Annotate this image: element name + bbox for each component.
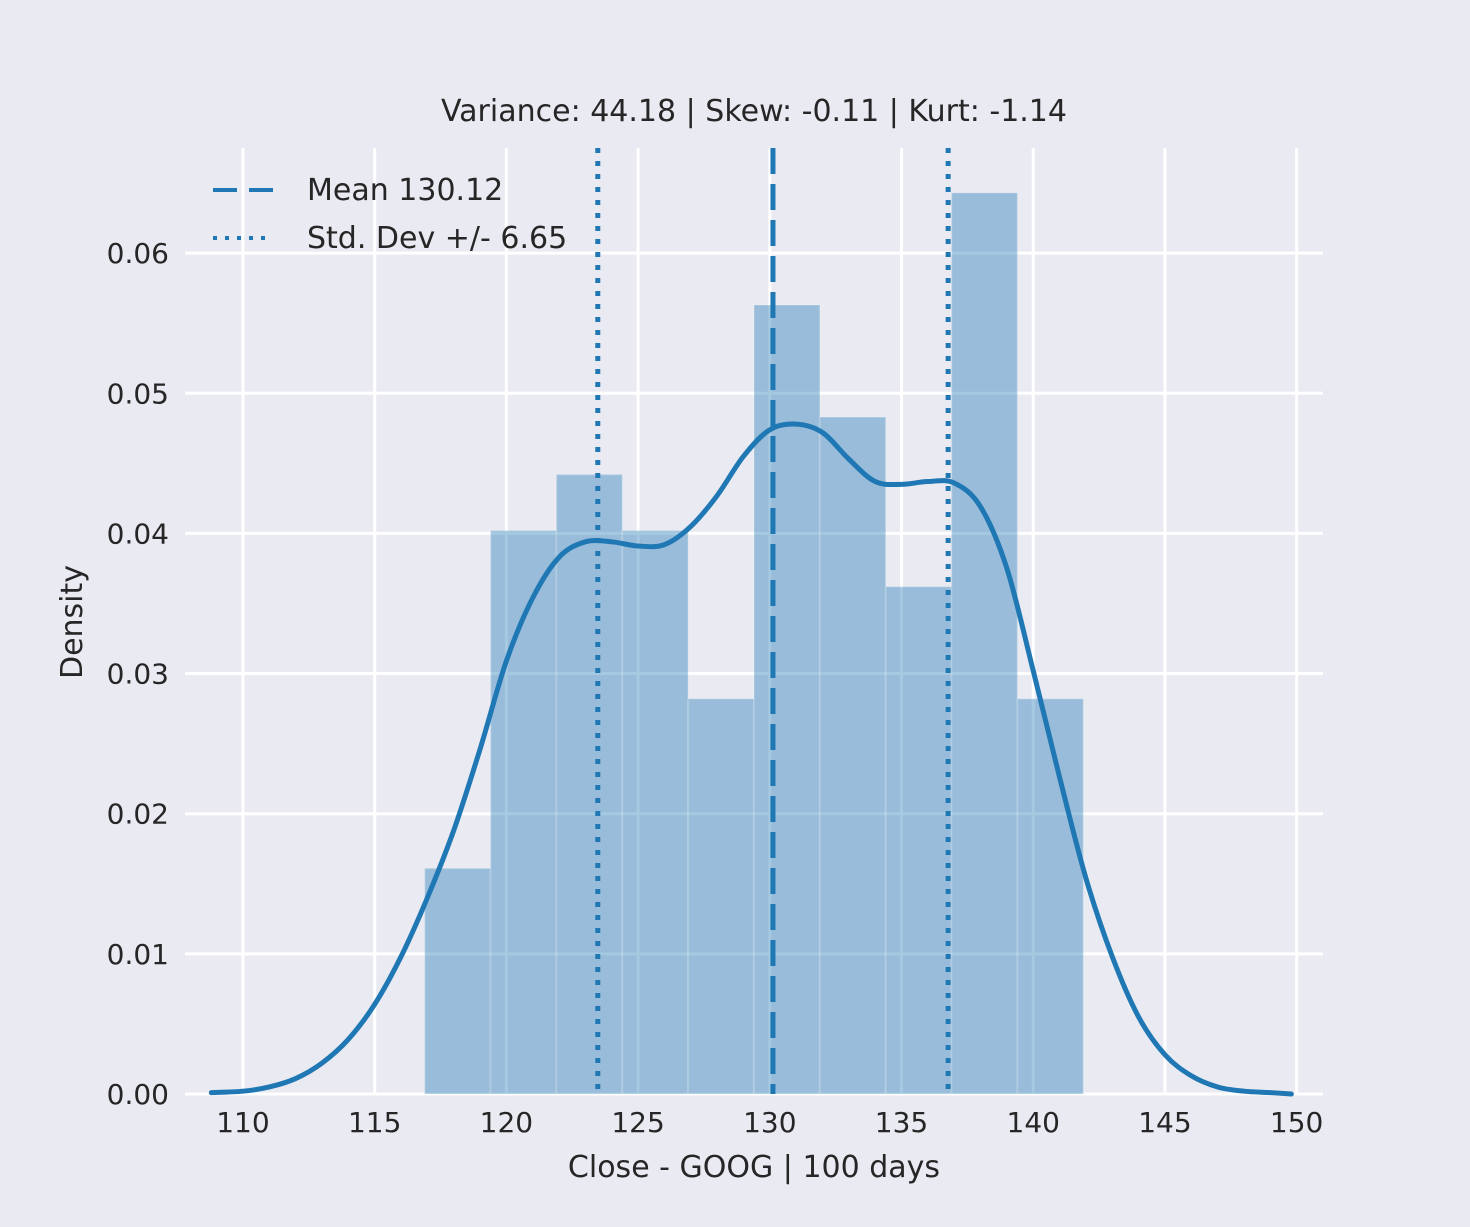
histogram-bars	[423, 191, 1085, 1096]
histogram-bar	[950, 191, 1019, 1095]
histogram-bar	[423, 867, 492, 1096]
histogram-bar	[621, 529, 690, 1095]
histogram-bar	[884, 585, 953, 1095]
x-tick-label: 140	[1007, 1106, 1060, 1139]
x-tick-label: 125	[611, 1106, 664, 1139]
x-tick-label: 130	[743, 1106, 796, 1139]
kde-curve	[208, 421, 1294, 1097]
histogram-bar	[489, 529, 558, 1095]
x-axis-label: Close - GOOG | 100 days	[568, 1150, 940, 1185]
y-tick-label: 0.03	[107, 658, 169, 691]
y-tick-label: 0.02	[107, 798, 169, 831]
y-tick-label: 0.01	[107, 938, 169, 971]
histogram-bar	[753, 303, 821, 1095]
x-tick-label: 150	[1270, 1106, 1323, 1139]
legend-mean-label: Mean 130.12	[307, 173, 503, 208]
reference-lines	[595, 148, 951, 1094]
chart-title: Variance: 44.18 | Skew: -0.11 | Kurt: -1…	[441, 94, 1067, 129]
x-tick-label: 110	[216, 1106, 269, 1139]
legend: Mean 130.12 Std. Dev +/- 6.65	[213, 173, 567, 256]
histogram-bar	[555, 473, 624, 1096]
x-tick-label: 145	[1138, 1106, 1191, 1139]
y-tick-label: 0.05	[107, 377, 169, 410]
tick-labels: 110 115 120 125 130 135 140 145 150 0.00 0.01 0.02 0…	[107, 237, 1324, 1139]
legend-std-label: Std. Dev +/- 6.65	[307, 221, 567, 256]
x-tick-label: 135	[875, 1106, 928, 1139]
y-tick-label: 0.00	[107, 1078, 169, 1111]
grid-layer	[185, 148, 1323, 1096]
histogram-bar	[1016, 697, 1085, 1095]
x-tick-label: 115	[348, 1106, 401, 1139]
y-axis-label: Density	[55, 565, 90, 679]
kde-layer	[208, 421, 1294, 1097]
x-tick-label: 120	[480, 1106, 533, 1139]
histogram-bar	[818, 416, 887, 1095]
y-tick-label: 0.04	[107, 517, 169, 550]
histogram-bar	[687, 697, 755, 1095]
y-tick-label: 0.06	[107, 237, 169, 270]
